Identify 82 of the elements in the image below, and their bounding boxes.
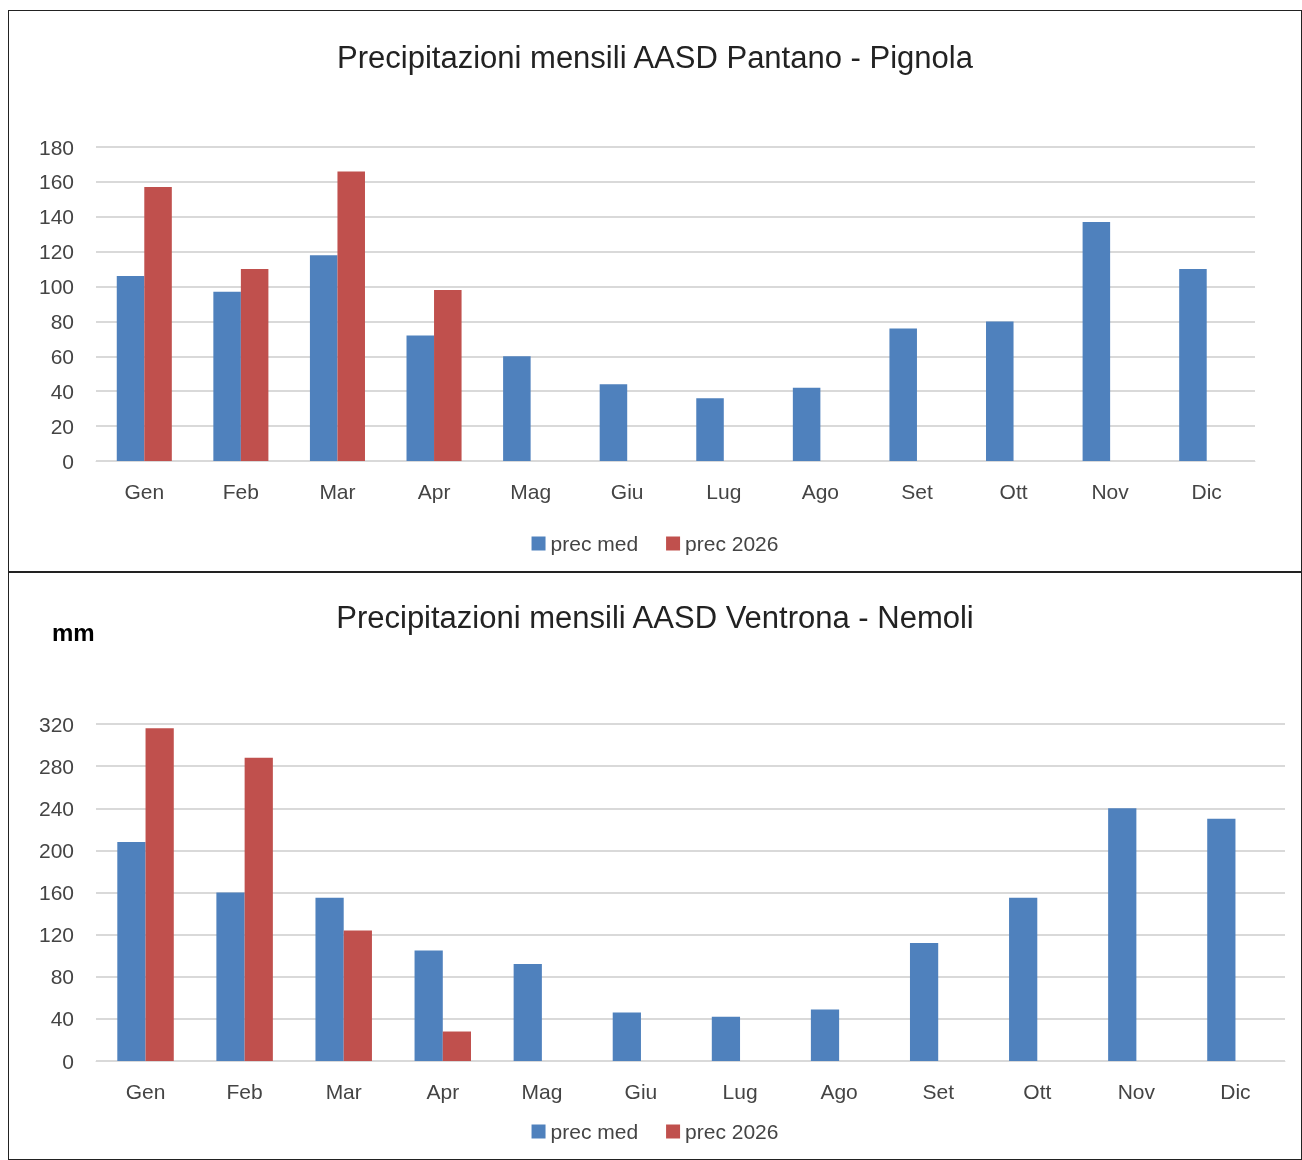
x-tick-label: Giu [624,1080,658,1103]
x-tick-label: Lug [706,480,742,503]
x-tick-label: Mar [325,1080,362,1103]
bar [1009,897,1038,1061]
x-tick-label: Gen [125,1080,166,1103]
x-tick-label: Feb [226,1080,263,1103]
y-tick-label: 40 [50,379,74,403]
bar [145,728,174,1061]
x-tick-label: Set [922,1080,955,1103]
chart-title: Precipitazioni mensili AASD Pantano - Pignola [337,40,974,75]
bar [1179,269,1207,461]
x-tick-label: Ott [1023,1080,1052,1103]
x-tick-label: Ago [801,480,840,503]
x-tick-label: Dic [1220,1080,1251,1103]
bar [414,950,443,1061]
bar [1207,818,1236,1061]
bar [315,897,344,1061]
bar [240,269,269,461]
y-tick-label: 20 [50,414,74,438]
bar [343,930,372,1061]
y-tick-label: 80 [50,965,74,989]
bar [216,892,245,1061]
bar [792,387,821,461]
bar [309,255,338,461]
y-tick-label: 160 [38,881,74,904]
y-tick-label: 0 [62,449,74,473]
bar [1082,222,1111,461]
bar [144,187,172,461]
y-axis-title: mm [52,618,95,646]
x-tick-label: Mar [319,480,356,503]
bar [612,1012,641,1061]
bar [696,398,724,461]
bar [213,291,241,461]
x-tick-label: Giu [610,480,644,503]
x-tick-label: Ott [999,480,1028,503]
y-tick-label: 120 [38,923,74,947]
x-tick-label: Set [901,480,933,503]
x-tick-label: Apr [417,480,451,503]
y-tick-label: 140 [38,205,74,229]
legend-label: prec med [550,1120,639,1143]
bar [503,356,531,461]
legend-label: prec 2026 [685,1120,779,1143]
bar [117,841,146,1061]
bar [116,276,145,461]
legend-label: prec 2026 [685,532,779,555]
bar [909,943,939,1061]
chart-title: Precipitazioni mensili AASD Ventrona - Nemoli [336,600,974,635]
y-tick-label: 100 [38,275,74,299]
bar [406,335,435,461]
legend-label: prec med [550,532,639,555]
x-tick-label: Gen [124,480,165,503]
y-tick-label: 120 [38,240,74,264]
x-tick-label: Nov [1117,1080,1156,1103]
y-tick-label: 0 [62,1049,74,1073]
x-tick-label: Lug [722,1080,758,1103]
y-tick-label: 280 [38,754,74,778]
y-tick-label: 80 [50,309,74,333]
x-tick-label: Mag [521,1080,563,1103]
bar [810,1009,840,1061]
bar [711,1016,741,1061]
bar [599,384,628,461]
bar [986,321,1014,461]
x-tick-label: Dic [1191,480,1222,503]
x-tick-label: Feb [222,480,259,503]
bar [1108,808,1137,1061]
x-tick-label: Nov [1091,480,1130,503]
bar [244,757,273,1061]
bar [434,290,462,461]
y-tick-label: 200 [38,838,74,862]
y-tick-label: 160 [38,170,74,194]
bar [889,328,917,461]
x-tick-label: Mag [510,480,552,503]
y-tick-label: 40 [50,1007,74,1031]
x-tick-label: Ago [820,1080,858,1103]
y-tick-label: 240 [38,796,74,820]
bar [337,171,365,461]
bar [442,1031,472,1061]
y-tick-label: 60 [50,344,74,368]
y-tick-label: 180 [38,135,74,159]
x-tick-label: Apr [426,1080,460,1103]
bar [513,964,542,1061]
y-tick-label: 320 [38,712,74,736]
